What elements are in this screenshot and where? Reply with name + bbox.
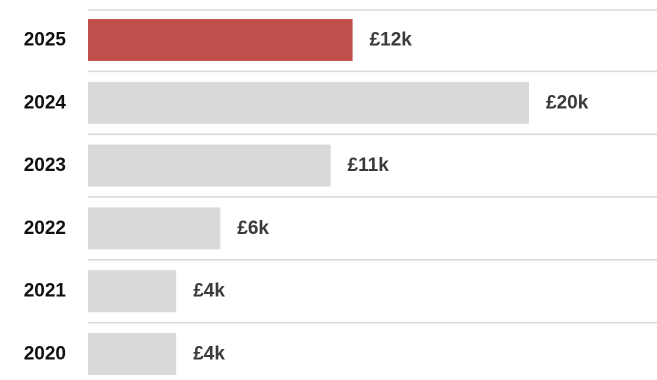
value-label-2023: £11k	[348, 155, 390, 176]
bar-2025	[88, 19, 353, 61]
bar-2023	[88, 144, 331, 187]
value-label-2025: £12k	[370, 30, 413, 51]
row-dividers	[88, 9, 657, 324]
category-label-2022: 2022	[24, 218, 66, 239]
value-label-2021: £4k	[193, 281, 225, 302]
category-label-2021: 2021	[24, 281, 67, 302]
category-labels: 2025 2024 2023 2022 2021 2020	[24, 30, 67, 365]
category-label-2023: 2023	[24, 155, 66, 176]
bar-2024	[88, 81, 529, 124]
value-labels: £12k £20k £11k £6k £4k £4k	[193, 30, 589, 365]
value-label-2024: £20k	[546, 92, 589, 113]
bar-2022	[88, 207, 221, 250]
bar-2021	[88, 270, 177, 313]
category-label-2024: 2024	[24, 92, 67, 113]
category-label-2025: 2025	[24, 30, 67, 51]
bars	[88, 19, 529, 375]
value-label-2022: £6k	[237, 218, 269, 239]
value-label-2020: £4k	[193, 344, 225, 365]
bar-2020	[88, 333, 177, 375]
category-label-2020: 2020	[24, 344, 66, 365]
